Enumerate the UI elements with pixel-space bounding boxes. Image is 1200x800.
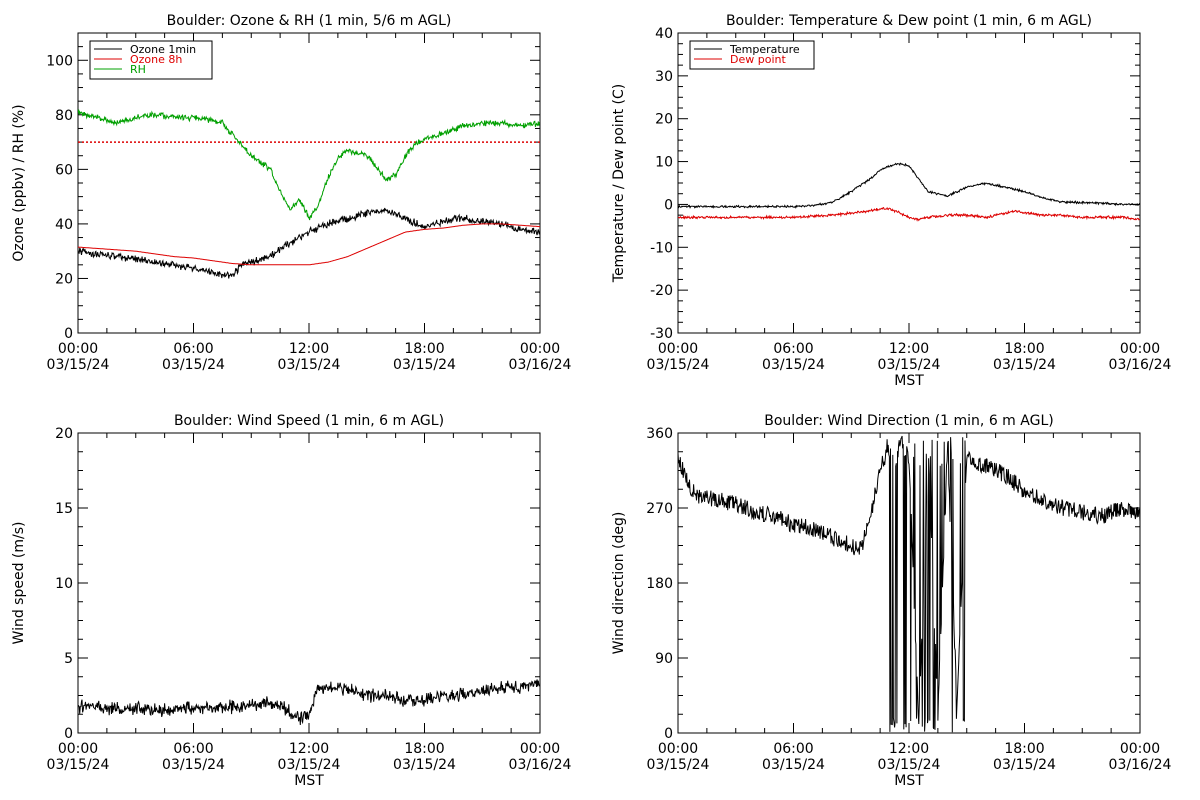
y-tick-label: 0 <box>64 326 73 342</box>
x-axis-label: MST <box>894 773 924 789</box>
x-tick-date: 03/15/24 <box>47 757 110 773</box>
y-tick-label: -30 <box>650 326 673 342</box>
y-tick-label: 40 <box>655 26 673 42</box>
x-tick-time: 18:00 <box>1004 341 1044 357</box>
x-tick-date: 03/15/24 <box>878 357 941 373</box>
series-line-ozone-1min <box>78 207 540 279</box>
y-tick-label: 0 <box>664 726 673 742</box>
x-tick-time: 12:00 <box>289 741 329 757</box>
x-tick-time: 12:00 <box>889 341 929 357</box>
x-tick-date: 03/15/24 <box>762 757 825 773</box>
x-tick-date: 03/15/24 <box>647 357 710 373</box>
x-tick-time: 00:00 <box>1120 741 1160 757</box>
x-tick-time: 00:00 <box>58 741 98 757</box>
legend-label: Ozone 1min <box>130 43 196 56</box>
series-line-dew-point <box>678 206 1140 222</box>
y-tick-label: 20 <box>55 271 73 287</box>
x-tick-time: 06:00 <box>773 741 813 757</box>
legend-label: Temperature <box>729 43 800 56</box>
chart-panel-2: Boulder: Wind Speed (1 min, 6 m AGL) 0 5 10… <box>11 413 572 789</box>
x-tick-time: 06:00 <box>173 341 213 357</box>
series-line <box>78 679 540 726</box>
y-tick-label: 180 <box>646 576 673 592</box>
x-tick-date: 03/16/24 <box>1109 357 1172 373</box>
y-tick-label: 0 <box>664 197 673 213</box>
y-tick-label: 270 <box>646 501 673 517</box>
series-line-rh <box>78 109 540 221</box>
chart-title: Boulder: Wind Direction (1 min, 6 m AGL) <box>764 413 1053 429</box>
y-tick-label: 100 <box>46 53 73 69</box>
x-tick-date: 03/15/24 <box>162 357 225 373</box>
chart-panel-0: Boulder: Ozone & RH (1 min, 5/6 m AGL) 0 2… <box>11 13 572 373</box>
chart-title: Boulder: Wind Speed (1 min, 6 m AGL) <box>174 413 444 429</box>
series-line-temperature <box>678 162 1140 209</box>
x-axis-label: MST <box>894 373 924 389</box>
y-tick-label: 30 <box>655 69 673 85</box>
y-tick-label: 90 <box>655 651 673 667</box>
chart-title: Boulder: Ozone & RH (1 min, 5/6 m AGL) <box>167 13 452 29</box>
legend-box <box>89 40 213 80</box>
x-tick-time: 00:00 <box>58 341 98 357</box>
series-line <box>678 435 1140 733</box>
y-tick-label: 0 <box>64 726 73 742</box>
y-tick-label: 20 <box>655 112 673 128</box>
y-tick-label: 10 <box>55 576 73 592</box>
x-tick-date: 03/15/24 <box>878 757 941 773</box>
x-tick-date: 03/16/24 <box>509 357 572 373</box>
x-tick-time: 12:00 <box>289 341 329 357</box>
x-axis-label: MST <box>294 773 324 789</box>
x-tick-time: 06:00 <box>773 341 813 357</box>
y-tick-label: 15 <box>55 501 73 517</box>
legend-box <box>689 40 815 70</box>
legend-label: RH <box>130 63 146 76</box>
x-tick-date: 03/15/24 <box>47 357 110 373</box>
x-tick-time: 06:00 <box>173 741 213 757</box>
x-tick-date: 03/16/24 <box>509 757 572 773</box>
y-axis-label: Temperature / Dew point (C) <box>611 84 627 283</box>
x-tick-time: 18:00 <box>404 341 444 357</box>
x-tick-date: 03/15/24 <box>278 357 341 373</box>
x-tick-time: 00:00 <box>1120 341 1160 357</box>
plot-frame <box>77 432 541 734</box>
x-tick-time: 00:00 <box>658 341 698 357</box>
x-tick-date: 03/15/24 <box>993 357 1056 373</box>
x-tick-time: 18:00 <box>404 741 444 757</box>
chart-panel-3: Boulder: Wind Direction (1 min, 6 m AGL)… <box>611 413 1172 789</box>
x-tick-date: 03/15/24 <box>393 757 456 773</box>
y-axis-label: Wind direction (deg) <box>611 512 627 655</box>
x-tick-time: 00:00 <box>520 341 560 357</box>
x-tick-time: 18:00 <box>1004 741 1044 757</box>
x-tick-date: 03/15/24 <box>993 757 1056 773</box>
x-tick-time: 00:00 <box>520 741 560 757</box>
legend-label: Ozone 8h <box>130 53 182 66</box>
y-tick-label: 20 <box>55 426 73 442</box>
y-axis-label: Ozone (ppbv) / RH (%) <box>11 104 27 261</box>
y-tick-label: 80 <box>55 108 73 124</box>
chart-title: Boulder: Temperature & Dew point (1 min,… <box>726 13 1092 29</box>
y-tick-label: -10 <box>650 240 673 256</box>
x-tick-date: 03/15/24 <box>762 357 825 373</box>
x-tick-date: 03/15/24 <box>647 757 710 773</box>
legend-label: Dew point <box>730 53 786 66</box>
y-tick-label: -20 <box>650 283 673 299</box>
x-tick-date: 03/15/24 <box>162 757 225 773</box>
x-tick-time: 12:00 <box>889 741 929 757</box>
y-axis-label: Wind speed (m/s) <box>11 522 27 645</box>
series-line-ozone-8h <box>78 223 540 266</box>
y-tick-label: 360 <box>646 426 673 442</box>
x-tick-date: 03/16/24 <box>1109 757 1172 773</box>
plot-frame <box>677 32 1141 334</box>
x-tick-time: 00:00 <box>658 741 698 757</box>
x-tick-date: 03/15/24 <box>393 357 456 373</box>
plot-frame <box>677 432 1141 734</box>
y-tick-label: 40 <box>55 217 73 233</box>
chart-panel-1: Boulder: Temperature & Dew point (1 min,… <box>611 13 1172 389</box>
y-tick-label: 10 <box>655 155 673 171</box>
y-tick-label: 60 <box>55 162 73 178</box>
x-tick-date: 03/15/24 <box>278 757 341 773</box>
y-tick-label: 5 <box>64 651 73 667</box>
